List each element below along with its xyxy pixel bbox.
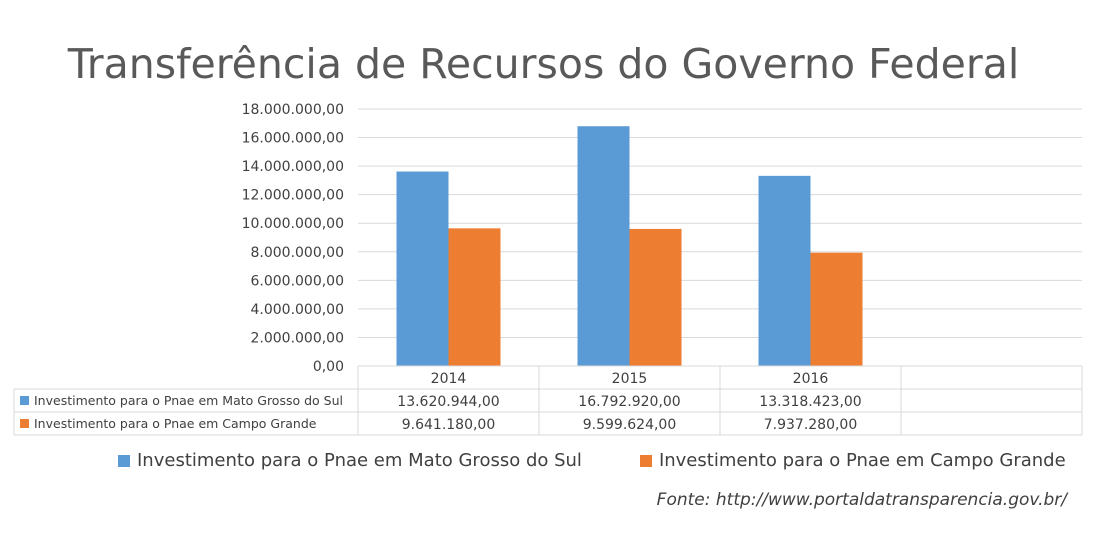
chart-title: Transferência de Recursos do Governo Fed… [67,40,1020,88]
legend-item-campo-grande: Investimento para o Pnae em Campo Grande [639,450,1066,471]
chart-legend: Investimento para o Pnae em Mato Grosso … [118,450,1066,471]
source-note: Fonte: http://www.portaldatransparencia.… [656,490,1067,510]
y-tick-label: 6.000.000,00 [250,273,344,289]
data-label: 16.792.920,00 [578,394,680,410]
bar-campo-grande-2016 [810,252,863,366]
bar-mato-grosso-2016 [758,175,811,366]
bar-campo-grande-2015 [629,228,682,366]
legend-label-campo-grande: Investimento para o Pnae em Campo Grande [658,450,1066,471]
y-tick-label: 0,00 [313,359,344,375]
legend-swatch-campo-grande [639,454,652,467]
y-tick-label: 12.000.000,00 [242,188,344,204]
data-label: 7.937.280,00 [764,417,858,433]
y-tick-label: 16.000.000,00 [242,131,344,147]
table-series-label: Investimento para o Pnae em Campo Grande [34,416,317,431]
legend-item-mato-grosso: Investimento para o Pnae em Mato Grosso … [118,450,582,471]
y-tick-label: 2.000.000,00 [250,330,344,346]
bar-mato-grosso-2015 [577,126,630,366]
legend-label-mato-grosso: Investimento para o Pnae em Mato Grosso … [137,450,582,471]
table-swatch-mato-grosso [20,396,29,405]
y-tick-label: 14.000.000,00 [242,159,344,175]
data-label: 9.599.624,00 [583,417,677,433]
bar-campo-grande-2014 [448,228,501,366]
x-tick-label: 2015 [612,371,648,387]
legend-swatch-mato-grosso [118,454,130,467]
bar-mato-grosso-2014 [396,171,449,366]
x-tick-label: 2014 [431,371,467,387]
table-swatch-campo-grande [20,419,29,428]
data-label: 13.620.944,00 [397,394,499,410]
data-label: 13.318.423,00 [759,394,861,410]
x-tick-label: 2016 [793,371,829,387]
y-tick-label: 4.000.000,00 [250,302,344,318]
y-tick-label: 8.000.000,00 [250,245,344,261]
y-tick-label: 10.000.000,00 [242,216,344,232]
data-label: 9.641.180,00 [402,417,496,433]
y-tick-label: 18.000.000,00 [242,102,344,118]
table-series-label: Investimento para o Pnae em Mato Grosso … [34,393,343,408]
